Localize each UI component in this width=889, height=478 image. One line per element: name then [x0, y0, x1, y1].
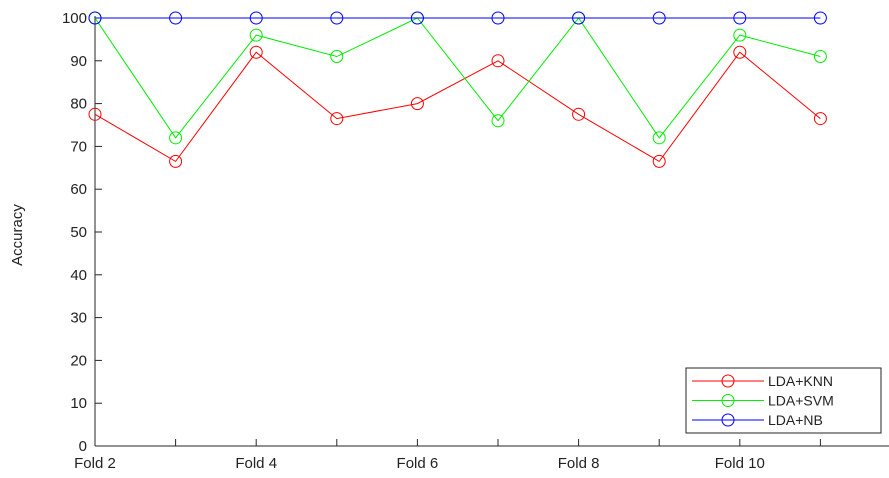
series-lda-nb [88, 11, 827, 25]
data-point [249, 28, 263, 42]
data-point [733, 28, 747, 42]
legend-marker [721, 413, 735, 427]
x-tick-label: Fold 4 [235, 455, 277, 472]
data-point [572, 11, 586, 25]
y-tick-label: 0 [79, 438, 87, 455]
data-point [169, 131, 183, 145]
legend-item: LDA+NB [692, 412, 823, 428]
data-point [652, 11, 666, 25]
x-tick-label: Fold 2 [74, 455, 116, 472]
series-line [94, 17, 821, 139]
series-layer [88, 11, 827, 168]
data-point [330, 50, 344, 64]
data-point [249, 45, 263, 59]
x-tick-label: Fold 8 [558, 455, 600, 472]
y-tick-label: 20 [70, 352, 87, 369]
data-point [249, 11, 263, 25]
data-point [410, 97, 424, 111]
x-tick-label: Fold 10 [715, 455, 765, 472]
y-tick-label: 10 [70, 395, 87, 412]
series-lda-knn [88, 45, 827, 168]
data-point [88, 107, 102, 121]
data-point [652, 131, 666, 145]
legend-item: LDA+SVM [692, 393, 834, 409]
data-point [813, 50, 827, 64]
data-point [169, 154, 183, 168]
data-point [813, 11, 827, 25]
legend-marker [721, 394, 735, 407]
x-axis-ticks: Fold 2 Fold 4 Fold 6 Fold 8 Fold 10 [74, 439, 821, 472]
data-point [410, 11, 424, 25]
y-tick-label: 50 [70, 224, 87, 241]
y-tick-label: 40 [70, 267, 87, 284]
data-point [813, 112, 827, 126]
y-tick-label: 100 [62, 10, 87, 27]
series-line [94, 51, 821, 163]
legend-label: LDA+NB [768, 412, 823, 428]
legend-label: LDA+KNN [768, 373, 833, 389]
data-point [491, 11, 505, 25]
data-point [169, 11, 183, 25]
series-lda-svm [88, 11, 827, 145]
legend-label: LDA+SVM [768, 393, 834, 409]
legend-marker [721, 374, 735, 388]
data-point [330, 112, 344, 126]
data-point [330, 11, 344, 25]
data-point [88, 11, 102, 25]
y-axis-label: Accuracy [9, 204, 26, 266]
chart-legend: LDA+KNN LDA+SVM LDA+NB [685, 367, 882, 434]
data-point [491, 114, 505, 128]
y-tick-label: 70 [70, 138, 87, 155]
y-tick-label: 80 [70, 96, 87, 113]
data-point [652, 154, 666, 168]
data-point [733, 45, 747, 59]
y-tick-label: 60 [70, 181, 87, 198]
x-tick-label: Fold 6 [397, 455, 439, 472]
data-point [491, 54, 505, 68]
data-point [572, 107, 586, 121]
y-axis-ticks: 0 10 20 30 40 50 60 70 80 90 100 [62, 10, 102, 455]
data-point [733, 11, 747, 25]
y-tick-label: 90 [70, 53, 87, 70]
y-tick-label: 30 [70, 310, 87, 327]
legend-item: LDA+KNN [692, 373, 833, 389]
